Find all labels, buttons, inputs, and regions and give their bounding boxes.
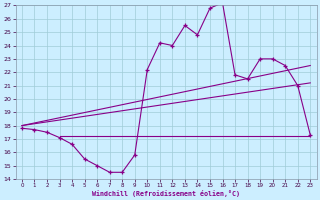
X-axis label: Windchill (Refroidissement éolien,°C): Windchill (Refroidissement éolien,°C) [92,190,240,197]
